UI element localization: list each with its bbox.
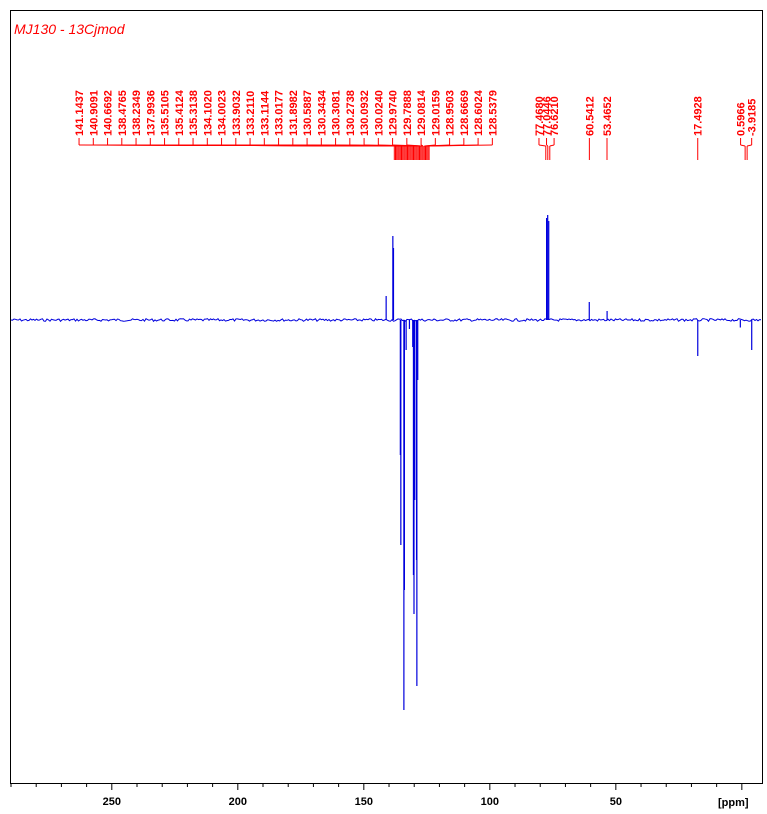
peak-label: 140.6692: [103, 90, 115, 136]
peak-label: 77.4680: [534, 96, 546, 136]
x-tick-label: 50: [610, 796, 622, 808]
peak-label: 129.0814: [416, 89, 428, 136]
peak-label: 130.3081: [331, 90, 343, 136]
peak-label: 0.5966: [736, 102, 748, 136]
peak-label: 135.5105: [160, 90, 172, 136]
peak-label: 137.9936: [145, 90, 157, 136]
peak-label: 138.2349: [131, 90, 143, 136]
peak-label: 129.0159: [430, 90, 442, 136]
peak-label-connector: [406, 144, 422, 147]
x-axis: 250 200 150 100 50: [10, 783, 743, 808]
x-tick-label: 250: [103, 796, 121, 808]
x-tick-label: 100: [481, 796, 499, 808]
peak-label: 131.8982: [288, 90, 300, 136]
plot-frame: [10, 10, 763, 784]
peak-label: 133.9032: [231, 90, 243, 136]
peak-label: 60.5412: [584, 96, 596, 136]
peak-label-connector: [546, 144, 549, 147]
peak-label: 128.6024: [473, 89, 485, 136]
x-axis-label: [ppm]: [718, 797, 749, 809]
peak-label: 77.0446: [542, 96, 554, 136]
peak-label: 129.7888: [402, 90, 414, 136]
peak-label: 138.4765: [117, 90, 129, 136]
x-tick-label: 150: [355, 796, 373, 808]
x-tick-label: 200: [229, 796, 247, 808]
peak-label: 130.0240: [373, 90, 385, 136]
peak-label: 140.9091: [88, 90, 100, 136]
peak-label: 53.4652: [602, 96, 614, 136]
peak-label: 135.4124: [174, 89, 186, 136]
peak-label: 128.6669: [459, 90, 471, 136]
peak-label: 128.9503: [445, 90, 457, 136]
peak-label-connector: [429, 144, 493, 147]
peak-label: 130.2738: [345, 90, 357, 136]
peak-label-connector: [420, 144, 424, 147]
peak-label: 141.1437: [74, 90, 86, 136]
peak-label: 17.4928: [693, 96, 705, 136]
peak-label: -3.9185: [747, 99, 759, 136]
peak-label: 130.0932: [359, 90, 371, 136]
peak-label-connector: [747, 144, 752, 147]
peak-label: 129.9740: [388, 90, 400, 136]
peak-label: 130.3434: [316, 89, 328, 136]
peak-label: 133.2110: [245, 91, 257, 136]
peak-label-connector: [740, 144, 746, 147]
peak-label: 133.0177: [274, 90, 286, 136]
peak-label: 134.1020: [202, 90, 214, 136]
spectrum-layer: [10, 215, 762, 710]
peak-label: 130.5887: [302, 90, 314, 136]
chart-title: MJ130 - 13Cjmod: [14, 21, 126, 37]
peak-label: 76.6210: [549, 96, 561, 136]
peak-label: 134.0023: [217, 90, 229, 136]
peak-label-layer: 141.1437 140.9091 140.6692 138.4765 138.2349…: [74, 89, 759, 160]
peak-label: 133.1144: [259, 90, 271, 136]
peak-label-connector: [549, 144, 555, 147]
peak-label: 128.5379: [487, 90, 499, 136]
peak-label: 135.3138: [188, 90, 200, 136]
peak-label-connector: [538, 144, 546, 147]
